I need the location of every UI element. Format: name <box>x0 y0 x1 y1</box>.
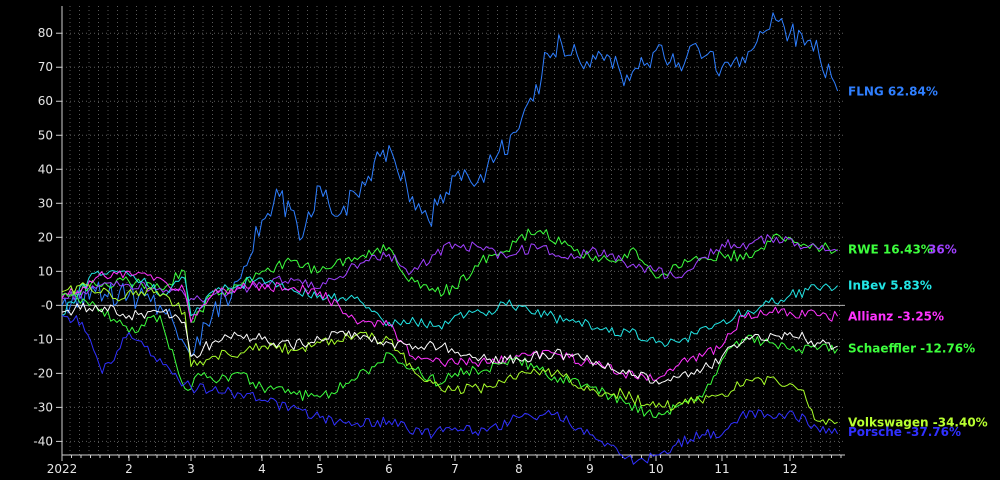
series-line-white <box>61 302 838 385</box>
grid <box>62 6 845 455</box>
series-line-volkswagen <box>61 282 838 425</box>
y-tick-label: 80 <box>38 26 53 40</box>
y-tick-label: -30 <box>33 400 53 414</box>
y-tick-label: -10 <box>33 332 53 346</box>
y-tick-label: -0 <box>41 298 53 312</box>
x-tick-label: 9 <box>586 462 594 476</box>
series-label-allianz: Allianz -3.25% <box>848 309 944 323</box>
y-tick-label: 60 <box>38 94 53 108</box>
y-tick-label: -40 <box>33 434 53 448</box>
axes: 80 70 60 50 40 30 20 10 -0 -10 -20 -30 -40 2022 2 3 4 5 6 7… <box>33 6 845 476</box>
series-line-flng <box>61 12 839 357</box>
y-tick-label: 20 <box>38 230 53 244</box>
x-tick-label: 12 <box>782 462 797 476</box>
y-tick-label: 50 <box>38 128 53 142</box>
x-tick-label: 5 <box>316 462 324 476</box>
y-tick-label: 30 <box>38 196 53 210</box>
series-label-schaeffler: Schaeffler -12.76% <box>848 342 975 356</box>
series-line-allianz <box>61 270 839 381</box>
x-tick-label: 8 <box>515 462 523 476</box>
series-line-inbev <box>61 270 838 348</box>
x-tick-label: 3 <box>187 462 195 476</box>
x-tick-label: 4 <box>258 462 266 476</box>
series-line-schaeffler <box>61 292 839 419</box>
x-tick-label: 2 <box>125 462 133 476</box>
series-label-rwe-overlap: 36% <box>928 242 957 256</box>
y-tick-label: 10 <box>38 264 53 278</box>
x-tick-label: 6 <box>385 462 393 476</box>
series-label-inbev: InBev 5.83% <box>848 279 932 293</box>
series-label-porsche: Porsche -37.76% <box>848 425 961 439</box>
x-tick-label: 2022 <box>47 462 78 476</box>
x-tick-label: 7 <box>451 462 459 476</box>
series-label-volkswagen: Volkswagen -34.40% <box>848 415 988 429</box>
y-tick-label: 40 <box>38 162 53 176</box>
series-label-flng: FLNG 62.84% <box>848 85 938 99</box>
y-tick-label: 70 <box>38 60 53 74</box>
series-label-rwe: RWE 16.43% <box>848 242 933 256</box>
y-tick-label: -20 <box>33 366 53 380</box>
series-line-rwe-overlap <box>61 234 838 303</box>
series-labels: FLNG 62.84% RWE 16.43%36% InBev 5.83% Allia… <box>848 85 988 440</box>
x-tick-label: 10 <box>648 462 663 476</box>
series-lines <box>61 12 839 465</box>
series-line-porsche <box>61 315 839 465</box>
x-tick-label: 11 <box>714 462 729 476</box>
